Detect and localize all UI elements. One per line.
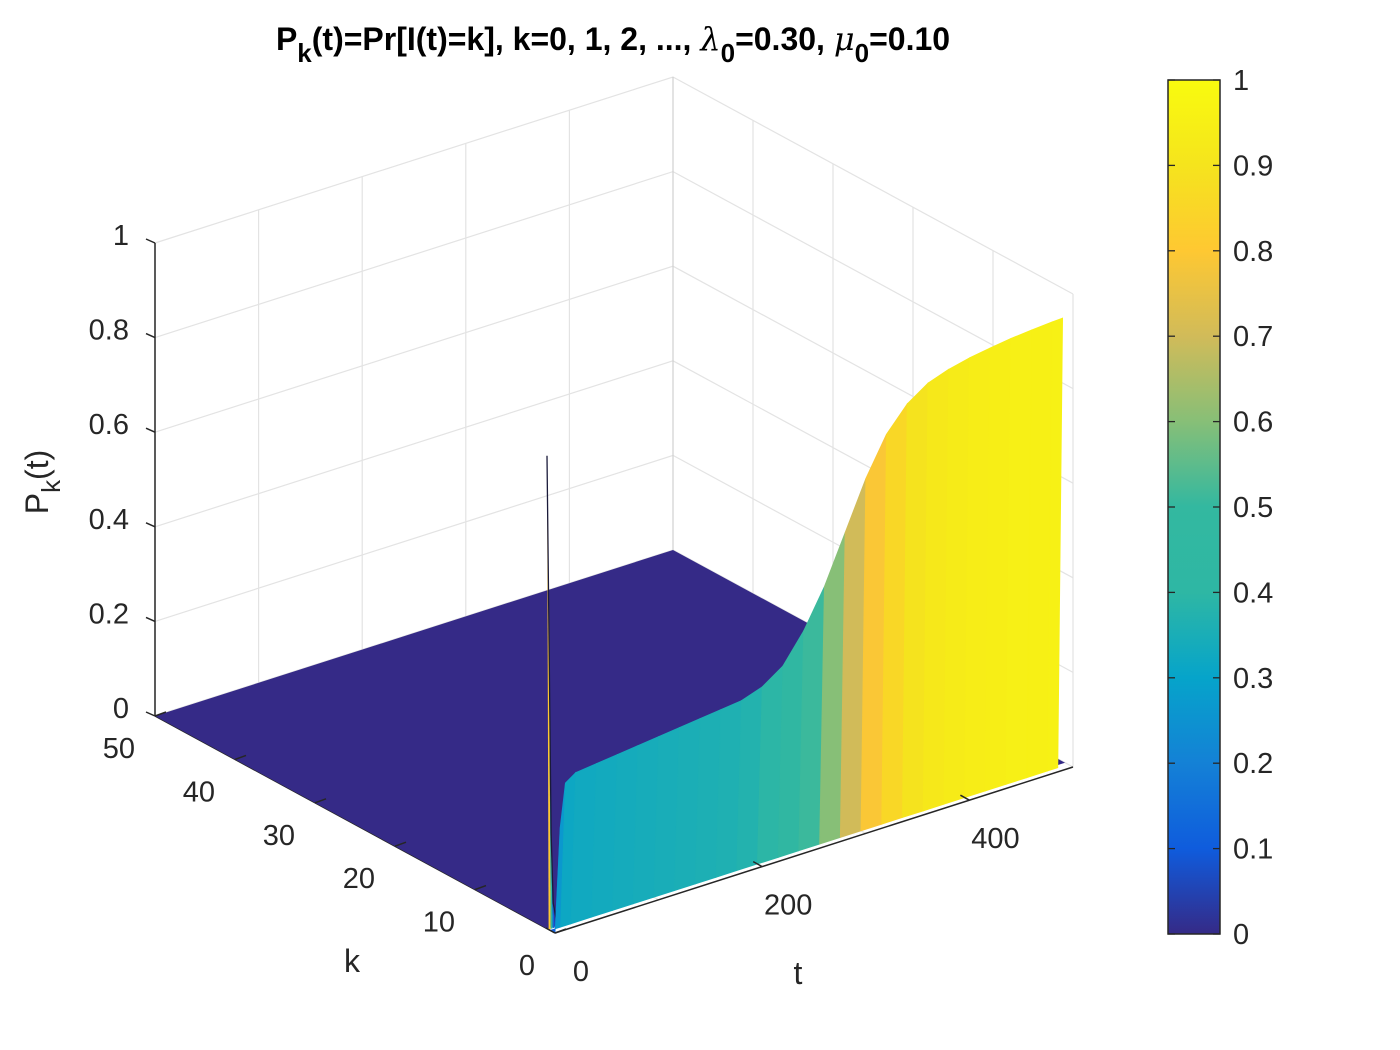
k-tick-mark-1 (474, 884, 487, 891)
z-tick-mark-4 (145, 332, 156, 339)
surface-k1-strip-1 (549, 644, 553, 929)
surface (155, 317, 1065, 934)
colorbar-tick-label-0: 0 (1233, 919, 1249, 951)
z-axis-label: Pk(t) (19, 450, 66, 515)
z-tick-mark-3 (145, 427, 156, 433)
colorbar-tick-label-1: 0.1 (1233, 834, 1273, 866)
z-tick-mark-0 (145, 711, 156, 717)
z-tick-label-1: 0.2 (89, 598, 129, 630)
k-tick-label-3: 30 (263, 820, 295, 852)
t-tick-mark-2 (960, 794, 970, 801)
chart-title: Pk(t)=Pr[I(t)=k], k=0, 1, 2, ..., λ0=0.3… (276, 20, 950, 68)
z-tick-mark-5 (145, 238, 156, 244)
k-tick-label-0: 0 (519, 950, 535, 982)
t-tick-mark-1 (752, 860, 763, 868)
surface-k1-edge (546, 455, 559, 926)
k-tick-mark-2 (394, 841, 407, 847)
t-tick-label-2: 400 (971, 823, 1019, 855)
colorbar-tick-label-10: 1 (1233, 65, 1249, 97)
t-tick-mark-0 (545, 927, 556, 934)
k-tick-label-5: 50 (103, 733, 135, 765)
colorbar-ticks: 0 0.1 0.2 0.3 0.4 0.5 0.6 0.7 0.8 0.9 1 (1168, 65, 1273, 951)
surface-k0-strip-26 (1047, 317, 1064, 772)
k-tick-label-1: 10 (423, 907, 455, 939)
z-gridline-4 (154, 170, 1074, 390)
surface-k1-strip-2 (551, 832, 555, 929)
t-axis-line (554, 766, 1074, 934)
z-tick-label-4: 0.8 (89, 315, 129, 347)
z-gridline-5 (154, 76, 1074, 295)
x-axis-label: t (794, 955, 803, 991)
t-tick-label-0: 0 (573, 956, 589, 988)
k-tick-mark-3 (314, 798, 327, 804)
t-tick-label-1: 200 (764, 890, 812, 922)
z-tick-label-5: 1 (113, 220, 129, 252)
k-tick-label-4: 40 (183, 776, 215, 808)
y-axis-label: k (344, 943, 361, 979)
colorbar-tick-label-5: 0.5 (1233, 492, 1273, 524)
colorbar-tick-label-8: 0.8 (1233, 236, 1273, 268)
k-tick-mark-5 (154, 711, 167, 717)
colorbar-tick-label-4: 0.4 (1233, 577, 1273, 609)
colorbar-tick-label-7: 0.7 (1233, 321, 1273, 353)
z-tick-mark-1 (145, 616, 156, 623)
colorbar-tick-label-3: 0.3 (1233, 663, 1273, 695)
colorbar-tick-label-9: 0.9 (1233, 150, 1273, 182)
z-tick-label-2: 0.4 (89, 504, 129, 536)
k-tick-mark-0 (554, 928, 567, 934)
ticks: 0 200 400 0 10 20 30 40 50 0 0.2 0.4 0.6 0.8 1 (89, 220, 1020, 988)
colorbar-tick-label-2: 0.2 (1233, 748, 1273, 780)
z-tick-mark-2 (145, 522, 156, 528)
z-tick-label-3: 0.6 (89, 409, 129, 441)
colorbar-tick-label-6: 0.6 (1233, 407, 1273, 439)
surface-k1-strip-3 (553, 903, 559, 928)
z-tick-label-0: 0 (113, 693, 129, 725)
colorbar (1167, 79, 1221, 935)
k-tick-label-2: 20 (343, 863, 375, 895)
k-tick-mark-4 (234, 754, 247, 761)
